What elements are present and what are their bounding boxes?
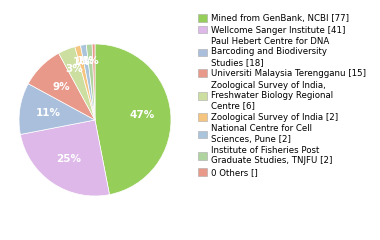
Text: 1%: 1%	[73, 57, 90, 67]
Text: 1%: 1%	[82, 56, 99, 66]
Text: 47%: 47%	[129, 110, 155, 120]
Wedge shape	[21, 120, 109, 196]
Wedge shape	[75, 45, 95, 120]
Wedge shape	[28, 53, 95, 120]
Text: 1%: 1%	[77, 56, 95, 66]
Wedge shape	[59, 47, 95, 120]
Text: 9%: 9%	[53, 82, 71, 92]
Wedge shape	[19, 84, 95, 134]
Wedge shape	[86, 44, 95, 120]
Wedge shape	[92, 44, 95, 120]
Wedge shape	[95, 44, 171, 195]
Text: 11%: 11%	[36, 108, 61, 118]
Text: 3%: 3%	[66, 64, 84, 74]
Text: 25%: 25%	[56, 154, 81, 164]
Legend: Mined from GenBank, NCBI [77], Wellcome Sanger Institute [41], Paul Hebert Centr: Mined from GenBank, NCBI [77], Wellcome …	[198, 14, 366, 177]
Wedge shape	[81, 44, 95, 120]
